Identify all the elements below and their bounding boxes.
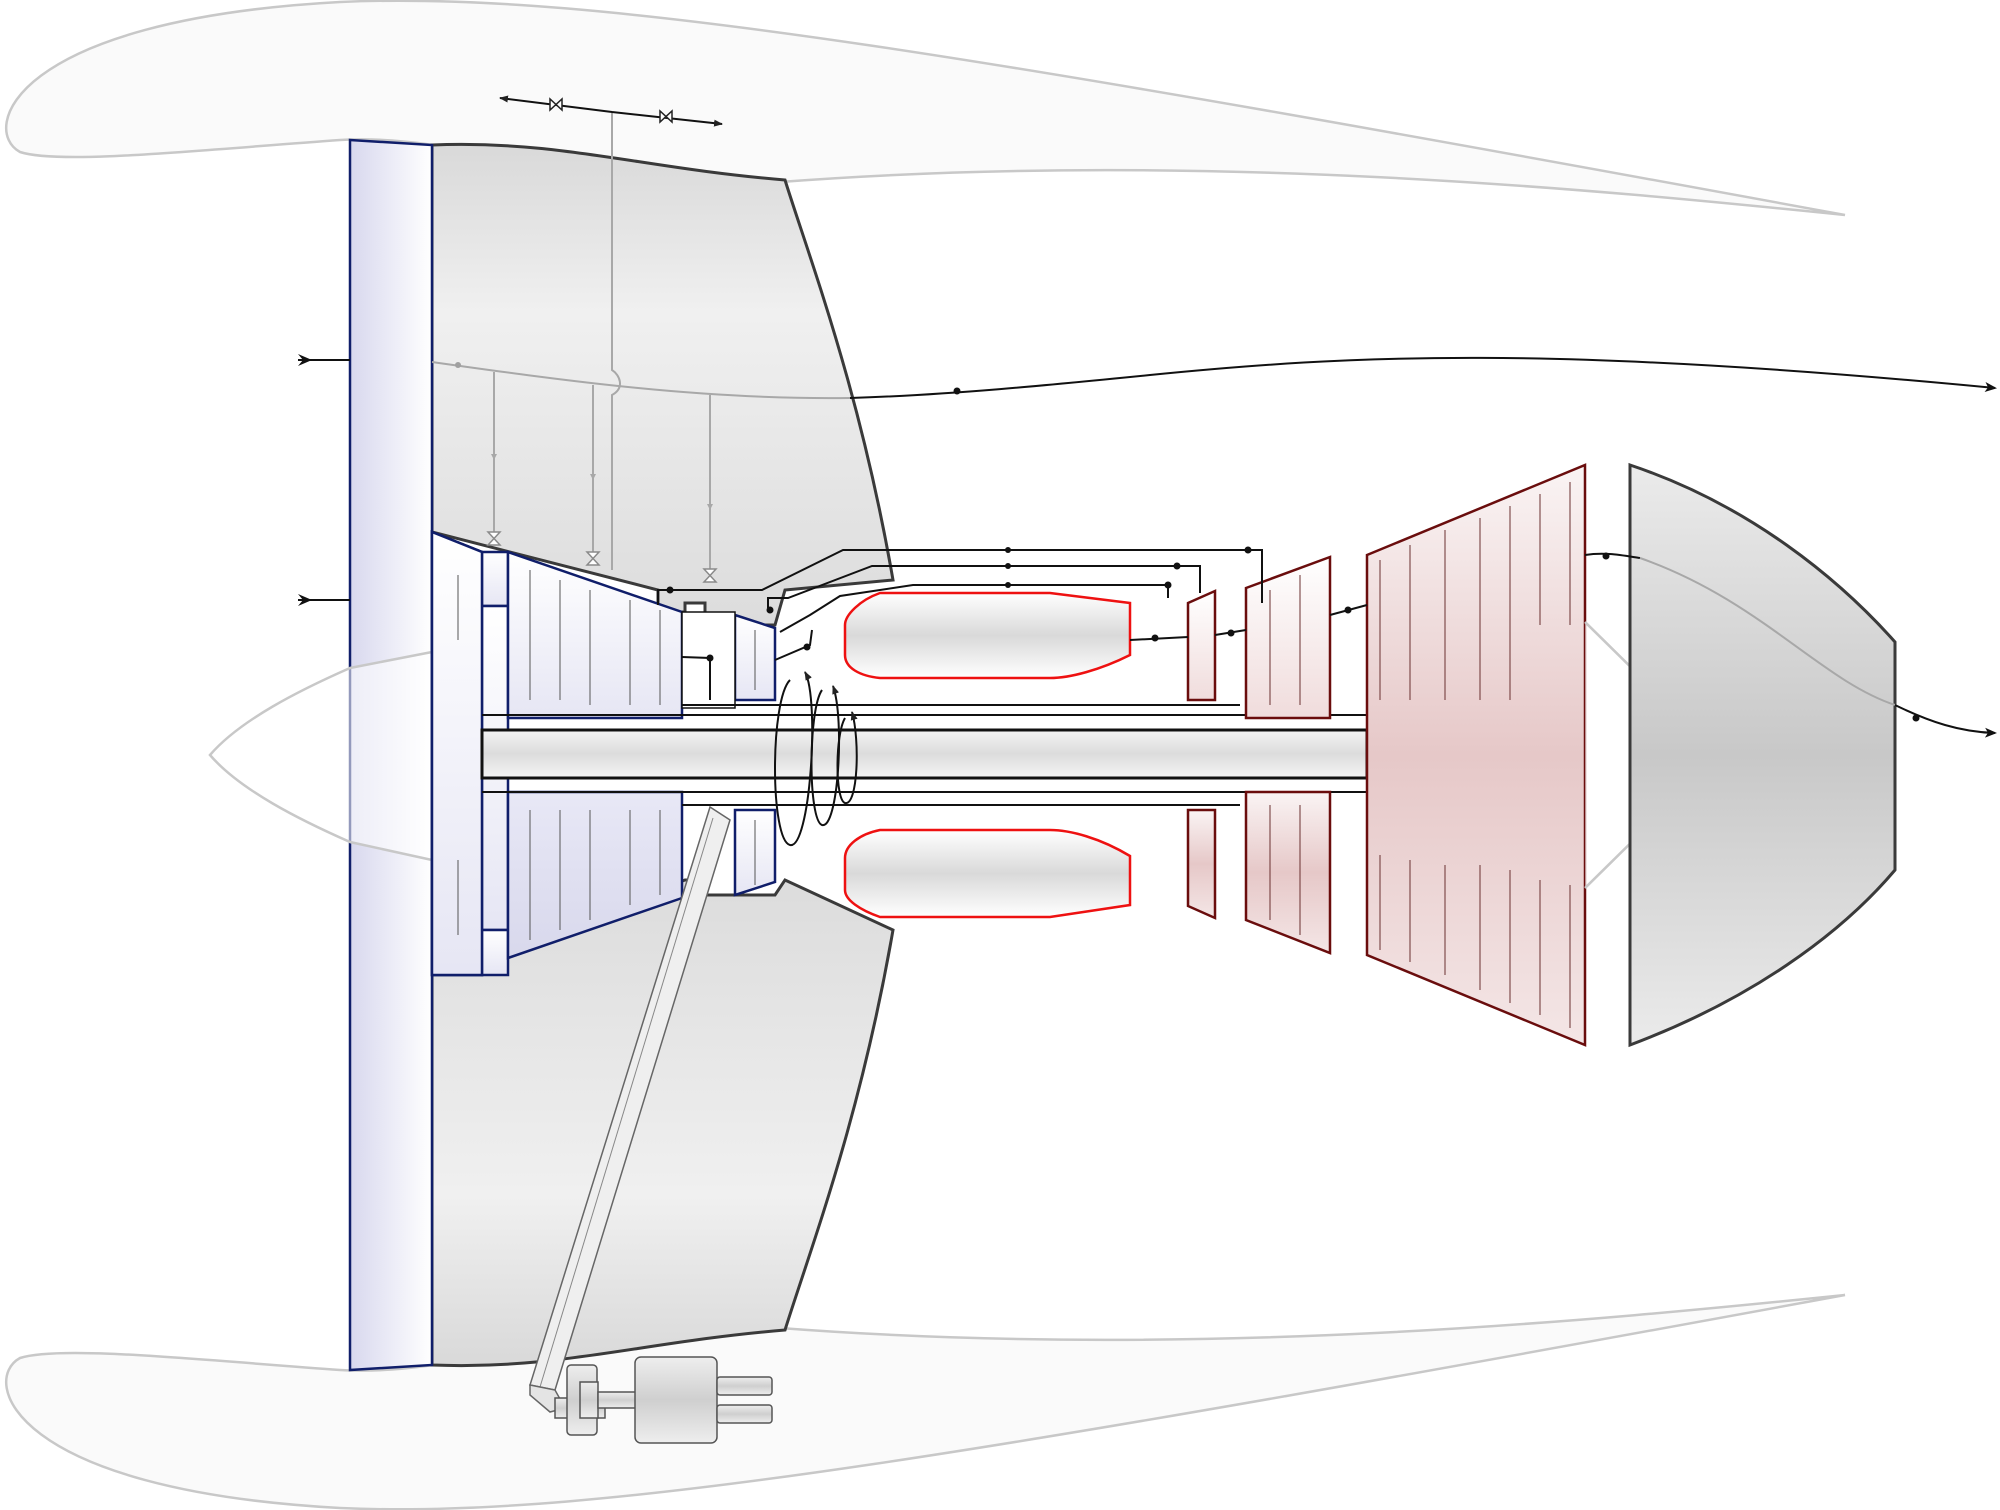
exhaust-nozzle: [1628, 462, 1897, 1048]
inlet-flow-arrows: [298, 354, 350, 606]
bleed-air-valves: [431, 95, 851, 583]
high-pressure-turbine: [1186, 589, 1217, 920]
bleed-air-lines: [657, 546, 1368, 700]
core-flow-line: [1584, 552, 1641, 559]
nacelle-upper: [4, 0, 1846, 217]
bypass-duct-lower: [430, 878, 895, 1368]
core-exhaust-arrow: [1894, 704, 1997, 738]
bypass-flow-line: [849, 356, 1997, 399]
accessory-gearbox: [529, 805, 773, 1444]
spool-rotation-arrows: [774, 671, 858, 846]
combustion-chamber-lower: [843, 828, 1132, 919]
combustion-chamber-upper: [843, 591, 1132, 680]
intermediate-turbine: [1244, 555, 1332, 955]
main-shaft: [480, 728, 1369, 780]
low-pressure-turbine: [1365, 463, 1587, 1047]
spinner: [208, 650, 433, 862]
nacelle-lower: [4, 1293, 1846, 1510]
